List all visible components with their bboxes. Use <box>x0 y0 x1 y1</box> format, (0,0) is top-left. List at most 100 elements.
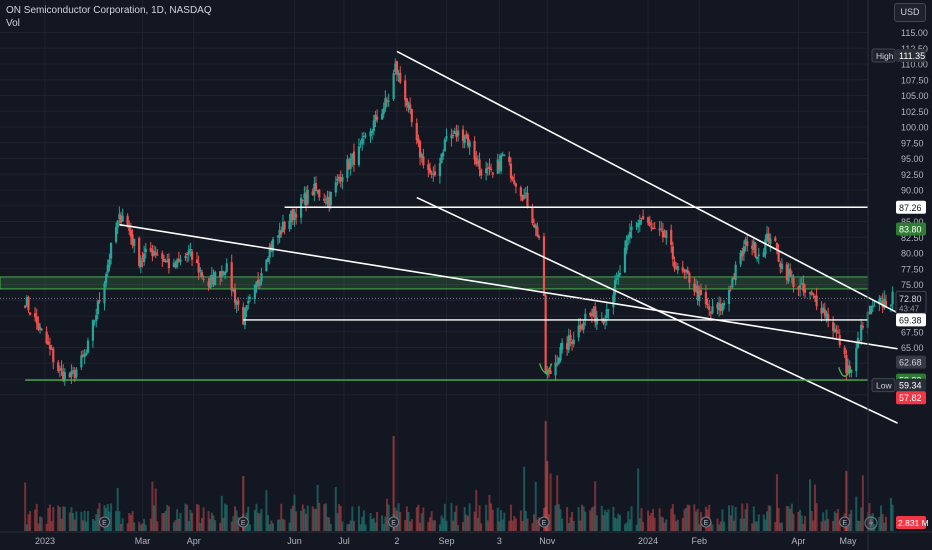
candle-body <box>209 278 212 289</box>
candle-body <box>651 228 655 230</box>
candle-body <box>780 263 784 270</box>
volume-bar <box>635 524 638 531</box>
candle-body <box>290 210 293 223</box>
candle-body <box>443 139 446 152</box>
candle-body <box>288 220 291 229</box>
bottom-arc <box>538 363 553 374</box>
candle-body <box>648 222 651 226</box>
volume-bar <box>139 524 142 531</box>
candle-body <box>207 281 210 287</box>
volume-bar <box>823 520 826 531</box>
countdown-label: 43:47 <box>899 304 920 313</box>
volume-bar <box>149 518 152 531</box>
volume-indicator-label[interactable]: Vol <box>6 18 20 29</box>
volume-bar <box>300 510 303 531</box>
volume-bar <box>881 513 884 531</box>
volume-bar <box>676 519 679 531</box>
volume-bar <box>381 515 384 531</box>
candle-body <box>128 225 131 231</box>
earnings-icon <box>388 516 400 528</box>
candle-body <box>592 308 595 317</box>
earnings-icon <box>98 516 110 528</box>
candle-body <box>225 263 228 272</box>
volume-bar <box>660 516 663 531</box>
extreme-tag-label: High <box>876 51 894 61</box>
volume-bar <box>594 481 597 531</box>
volume-bar <box>799 509 802 531</box>
volume-bar <box>128 513 131 531</box>
volume-bar <box>554 505 557 531</box>
candle-body <box>387 100 390 102</box>
candle-body <box>881 300 884 308</box>
volume-bar <box>164 511 167 531</box>
volume-bar <box>792 513 795 531</box>
candle-body <box>815 295 818 307</box>
candle-body <box>559 347 562 361</box>
volume-bar <box>519 510 522 531</box>
volume-bar <box>491 509 494 531</box>
candle-body <box>172 262 175 268</box>
candle-body <box>126 215 129 226</box>
candle-body <box>445 136 448 139</box>
volume-bar <box>346 524 349 531</box>
volume-bar <box>176 509 179 531</box>
candle-body <box>513 180 516 184</box>
earnings-letter: E <box>842 520 847 527</box>
price-tick-label: 67.50 <box>901 327 924 337</box>
candle-body <box>357 146 361 165</box>
candle-body <box>590 313 593 317</box>
candle-body <box>257 279 260 284</box>
volume-bar <box>889 497 892 531</box>
candle-body <box>129 230 133 237</box>
volume-bar <box>569 517 572 531</box>
candle-body <box>114 226 118 242</box>
volume-bar <box>663 522 666 531</box>
candle-body <box>453 131 456 134</box>
time-axis[interactable]: 2023 Mar Apr Jun Jul 2 Sep 3 Nov 2024 Feb Apr May <box>35 536 857 546</box>
bottom-arc <box>838 366 852 377</box>
volume-bar <box>295 511 298 531</box>
volume-bar <box>336 513 339 531</box>
volume-bar <box>235 510 238 531</box>
volume-bar <box>878 516 881 531</box>
volume-bar <box>739 518 742 531</box>
candle-body <box>48 345 52 350</box>
candle-body <box>432 173 435 175</box>
candle-body <box>779 263 782 267</box>
candle-body <box>119 215 123 223</box>
extreme-tag-box <box>871 378 896 393</box>
volume-bar <box>371 519 374 531</box>
candle-body <box>91 320 95 341</box>
volume-bar <box>247 506 250 531</box>
volume-bar <box>48 504 51 531</box>
candle-body <box>255 281 258 288</box>
volume-bar <box>756 521 759 531</box>
candle-body <box>765 233 769 240</box>
candle-body <box>83 354 86 358</box>
candle-body <box>727 290 731 304</box>
volume-bar <box>166 504 169 531</box>
volume-bar <box>473 511 476 531</box>
volume-bar <box>694 511 697 531</box>
volume-bar <box>405 506 408 531</box>
lightning-icon[interactable] <box>864 516 878 530</box>
volume-bar <box>627 511 630 531</box>
currency-button[interactable]: USD <box>894 3 926 22</box>
earnings-letter: E <box>542 520 547 527</box>
volume-bar <box>234 506 237 531</box>
candle-body <box>116 220 119 228</box>
volume-bar <box>607 509 610 531</box>
volume-bar <box>95 514 98 531</box>
candle-body <box>164 260 167 263</box>
volume-bar <box>404 520 407 531</box>
candle-body <box>709 312 712 314</box>
candle-body <box>68 373 71 378</box>
candle-body <box>376 116 379 120</box>
candle-body <box>397 73 400 76</box>
volume-bar <box>595 515 598 531</box>
volume-bar <box>556 475 559 531</box>
candle-body <box>572 339 575 345</box>
volume-bar <box>291 505 294 531</box>
